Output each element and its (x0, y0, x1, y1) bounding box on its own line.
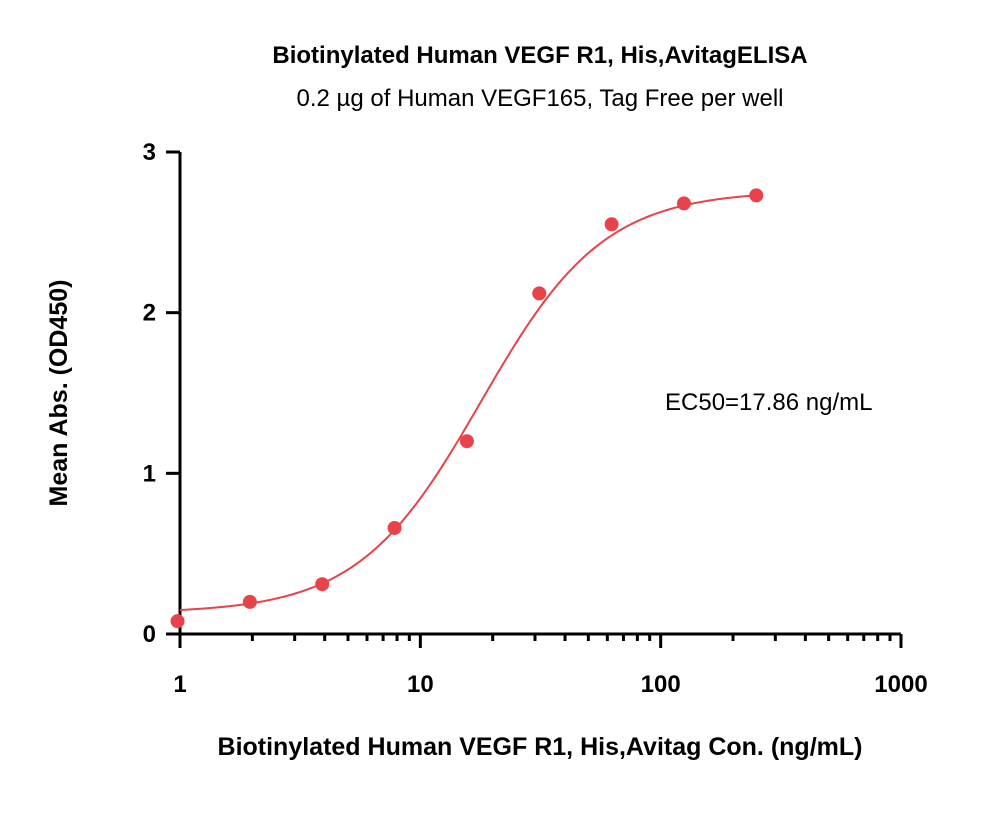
y-tick-label-1: 1 (143, 460, 156, 487)
chart-subtitle: 0.2 µg of Human VEGF165, Tag Free per we… (297, 85, 784, 112)
chart-title: Biotinylated Human VEGF R1, His,AvitagEL… (272, 42, 807, 69)
data-point-6 (604, 217, 619, 232)
ec50-annotation: EC50=17.86 ng/mL (665, 389, 872, 416)
data-point-8 (749, 188, 764, 203)
x-tick-label-3: 1000 (874, 671, 927, 698)
x-tick-label-0: 1 (173, 671, 186, 698)
data-point-7 (676, 196, 691, 211)
data-point-0 (170, 614, 185, 629)
data-points (170, 188, 764, 629)
x-axis-label: Biotinylated Human VEGF R1, His,Avitag C… (218, 733, 863, 761)
y-tick-label-2: 2 (143, 300, 156, 327)
data-point-2 (315, 577, 330, 592)
y-ticks: 0 1 2 3 (143, 139, 180, 648)
axes (178, 152, 901, 636)
x-ticks: 1 10 100 1000 (173, 634, 928, 698)
y-tick-label-3: 3 (143, 139, 156, 166)
y-axis-label: Mean Abs. (OD450) (45, 280, 73, 507)
x-tick-label-1: 10 (407, 671, 434, 698)
y-tick-label-0: 0 (143, 621, 156, 648)
data-point-4 (459, 434, 474, 449)
x-tick-label-2: 100 (641, 671, 681, 698)
fit-curve (179, 194, 757, 611)
data-point-5 (532, 286, 547, 301)
data-point-3 (387, 520, 402, 535)
data-point-1 (242, 594, 257, 609)
